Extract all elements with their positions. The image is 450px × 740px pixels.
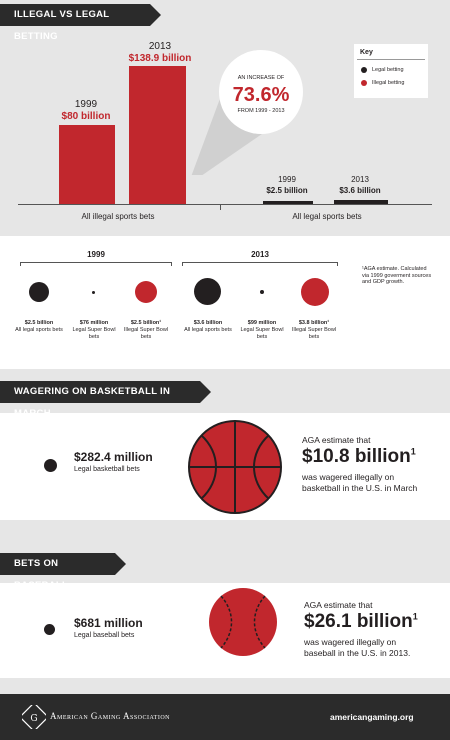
label-all-illegal: All illegal sports bets — [81, 212, 155, 221]
circle-2013-illegal-superbowl — [301, 278, 329, 306]
section-title: ILLEGAL VS LEGAL BETTING — [14, 9, 110, 42]
item-2013-2-value: $3.8 billion¹ — [298, 320, 330, 326]
basketball-estimate-intro: AGA estimate that — [302, 435, 371, 445]
legal-basketball-value: $282.4 million — [74, 450, 153, 464]
header-tab-shape — [115, 553, 126, 575]
legend-divider — [357, 59, 425, 60]
header-tab-shape — [150, 4, 161, 26]
year-2013-heading: 2013 — [251, 250, 269, 259]
legal-2013-bar — [334, 200, 388, 204]
basketball-estimate-line2: basketball in the U.S. in March — [302, 483, 418, 493]
section-header-illegal-vs-legal: ILLEGAL VS LEGAL BETTING — [0, 4, 150, 42]
legal-2013-year: 2013 — [351, 175, 369, 184]
baseball-estimate-sup: 1 — [412, 611, 418, 622]
bar-1999 — [59, 124, 115, 204]
year-1999-heading: 1999 — [87, 250, 105, 259]
item-1999-0-value: $2.5 billion — [24, 320, 54, 326]
increase-circle — [219, 50, 303, 134]
year-1999-bracket — [20, 262, 172, 266]
baseball-estimate-value-wrap: $26.1 billion1 — [304, 611, 418, 633]
legal-basketball-label: Legal basketball bets — [74, 466, 140, 473]
legal-baseball-dot — [44, 624, 55, 635]
basketball-estimate-sup: 1 — [410, 446, 416, 457]
basketball-estimate-line1: was wagered illegally on — [302, 472, 395, 482]
footer — [0, 694, 450, 740]
legend-legal-label: Legal betting — [372, 67, 404, 73]
header-tab-shape — [200, 381, 211, 403]
superbowl-panel — [0, 236, 450, 369]
increase-line1: AN INCREASE OF — [237, 75, 285, 81]
item-2013-0-label: All legal sports bets — [184, 327, 232, 333]
legend-title: Key — [360, 49, 373, 56]
circle-1999-legal-sports — [29, 282, 49, 302]
footnote: ¹AGA estimate. Calculated via 1999 gover… — [362, 266, 432, 285]
legal-1999-bar — [263, 201, 313, 204]
legend-illegal-swatch — [361, 80, 367, 86]
circle-2013-legal-sports — [194, 278, 221, 305]
legal-basketball-dot — [44, 459, 57, 472]
item-1999-2-label: Illegal Super Bowl bets — [123, 327, 169, 340]
legal-baseball-value: $681 million — [74, 616, 143, 630]
item-1999-1-value: $76 million — [79, 320, 109, 326]
item-2013-2-label: Illegal Super Bowl bets — [291, 327, 337, 340]
baseball-icon — [209, 588, 277, 656]
baseball-estimate-intro: AGA estimate that — [304, 600, 373, 610]
baseline-divider — [220, 204, 221, 210]
item-1999-2-value: $2.5 billion¹ — [130, 320, 162, 326]
item-2013-0-value: $3.6 billion — [193, 320, 223, 326]
increase-line2: FROM 1999 - 2013 — [237, 108, 285, 114]
legend-illegal-label: Illegal betting — [372, 80, 405, 86]
circle-1999-illegal-superbowl — [135, 281, 157, 303]
bar-2013-value: $138.9 billion — [128, 53, 192, 64]
legal-2013-value: $3.6 billion — [339, 186, 381, 195]
label-all-legal: All legal sports bets — [292, 212, 362, 221]
legal-baseball-label: Legal baseball bets — [74, 632, 135, 639]
baseline — [18, 204, 432, 205]
bar-1999-year: 1999 — [74, 99, 98, 110]
footer-org-name: American Gaming Association — [50, 711, 171, 721]
increase-percent: 73.6% — [232, 84, 290, 106]
baseball-estimate-line1: was wagered illegally on — [304, 637, 397, 647]
bar-2013-year: 2013 — [148, 41, 172, 52]
legal-1999-year: 1999 — [278, 175, 296, 184]
year-2013-bracket — [182, 262, 338, 266]
svg-text:G: G — [30, 714, 37, 724]
increase-callout-pointer — [191, 85, 275, 175]
bar-1999-value: $80 billion — [61, 111, 111, 122]
baseball-estimate-line2: baseball in the U.S. in 2013. — [304, 648, 411, 658]
circle-1999-legal-superbowl — [92, 291, 95, 294]
item-2013-1-value: $99 million — [247, 320, 277, 326]
baseball-estimate-value: $26.1 billion — [304, 611, 413, 632]
footer-url[interactable]: americangaming.org — [330, 712, 414, 722]
section-header-basketball: WAGERING ON BASKETBALL IN MARCH — [0, 381, 200, 419]
item-1999-0-label: All legal sports bets — [15, 327, 63, 333]
basketball-estimate-value-wrap: $10.8 billion1 — [302, 446, 416, 468]
aga-logo-icon: G — [22, 705, 46, 729]
item-1999-1-label: Legal Super Bowl bets — [72, 327, 116, 340]
item-2013-1-label: Legal Super Bowl bets — [240, 327, 284, 340]
basketball-icon — [188, 420, 282, 514]
legend-legal-swatch — [361, 67, 367, 73]
circle-2013-legal-superbowl — [260, 290, 264, 294]
basketball-estimate-value: $10.8 billion — [302, 446, 411, 467]
section-header-baseball: BETS ON BASEBALL — [0, 553, 115, 591]
legal-1999-value: $2.5 billion — [266, 186, 308, 195]
bar-2013 — [129, 66, 186, 204]
